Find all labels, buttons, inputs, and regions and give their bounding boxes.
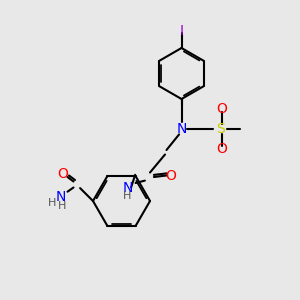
Text: H: H: [123, 191, 132, 201]
Text: H: H: [48, 197, 57, 208]
Text: N: N: [56, 190, 66, 204]
Text: O: O: [217, 142, 227, 156]
Text: O: O: [58, 167, 68, 181]
Text: N: N: [122, 181, 133, 194]
Text: S: S: [216, 122, 225, 136]
Text: O: O: [166, 169, 176, 182]
Text: I: I: [179, 25, 184, 38]
Text: N: N: [176, 122, 187, 136]
Text: H: H: [58, 201, 67, 211]
Text: O: O: [217, 102, 227, 116]
